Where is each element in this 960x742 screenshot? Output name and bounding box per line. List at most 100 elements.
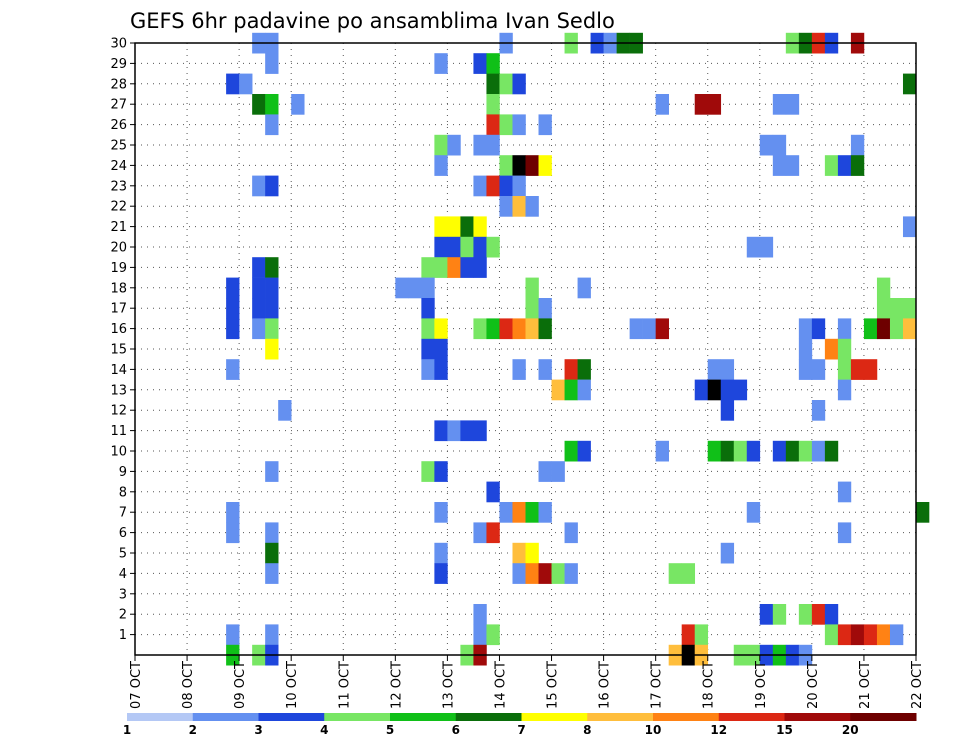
y-tick-label: 16 bbox=[110, 322, 127, 337]
heatmap-cell bbox=[434, 134, 448, 156]
heatmap-cell bbox=[824, 440, 839, 462]
y-tick-label: 29 bbox=[110, 57, 127, 72]
heatmap-cell bbox=[486, 481, 500, 503]
heatmap-cell bbox=[434, 461, 448, 482]
heatmap-cell bbox=[707, 440, 722, 462]
heatmap-cell bbox=[798, 359, 813, 380]
heatmap-cell bbox=[252, 318, 266, 340]
y-tick-label: 6 bbox=[119, 526, 127, 541]
heatmap-cell bbox=[265, 563, 279, 584]
heatmap-cell bbox=[785, 155, 800, 176]
colorbar-label: 10 bbox=[645, 723, 662, 737]
y-tick-label: 9 bbox=[119, 465, 127, 480]
y-tick-label: 4 bbox=[119, 567, 127, 582]
heatmap-cell bbox=[538, 502, 552, 523]
heatmap-cell bbox=[486, 134, 500, 156]
heatmap-cell bbox=[564, 440, 578, 462]
heatmap-cell bbox=[876, 624, 891, 646]
heatmap-cell bbox=[889, 624, 904, 646]
x-tick-label: 18 OCT bbox=[702, 661, 717, 709]
heatmap-cell bbox=[486, 236, 500, 258]
colorbar-label: 2 bbox=[189, 723, 197, 737]
heatmap-cell bbox=[512, 155, 526, 176]
heatmap-cell bbox=[538, 563, 552, 584]
heatmap-cell bbox=[798, 338, 813, 360]
heatmap-cell bbox=[811, 318, 826, 340]
heatmap-cell bbox=[434, 318, 448, 340]
heatmap-cell bbox=[538, 114, 552, 136]
heatmap-cell bbox=[278, 400, 292, 421]
heatmap-cell bbox=[564, 522, 578, 544]
heatmap-cell bbox=[876, 298, 891, 319]
heatmap-cell bbox=[252, 94, 266, 115]
heatmap-cell bbox=[447, 236, 461, 258]
heatmap-cell bbox=[395, 277, 409, 299]
heatmap-cell bbox=[668, 563, 682, 584]
heatmap-cell bbox=[473, 53, 487, 74]
heatmap-cell bbox=[733, 440, 748, 462]
heatmap-cell bbox=[525, 277, 539, 299]
heatmap-cell bbox=[265, 94, 279, 115]
colorbar-swatch bbox=[784, 713, 851, 721]
x-tick-label: 17 OCT bbox=[650, 661, 665, 709]
y-tick-label: 3 bbox=[119, 587, 127, 602]
heatmap-cell bbox=[720, 400, 735, 421]
heatmap-cell bbox=[421, 257, 435, 278]
heatmap-cell bbox=[551, 461, 565, 482]
heatmap-cell bbox=[421, 338, 435, 360]
heatmap-cell bbox=[850, 155, 865, 176]
heatmap-cell bbox=[577, 440, 591, 462]
heatmap-cell bbox=[226, 73, 240, 95]
y-tick-label: 11 bbox=[110, 424, 127, 439]
y-tick-label: 12 bbox=[110, 404, 127, 419]
heatmap-cell bbox=[512, 73, 526, 95]
colorbar-swatch bbox=[653, 713, 720, 721]
heatmap-cell bbox=[837, 359, 852, 380]
colorbar-swatch bbox=[587, 713, 654, 721]
colorbar-label: 8 bbox=[583, 723, 591, 737]
heatmap-cell bbox=[785, 440, 800, 462]
heatmap-cell bbox=[499, 155, 513, 176]
heatmap-cells bbox=[226, 32, 930, 666]
heatmap-cell bbox=[837, 624, 852, 646]
heatmap-cell bbox=[720, 359, 735, 380]
x-tick-label: 19 OCT bbox=[754, 661, 769, 709]
heatmap-cell bbox=[486, 318, 500, 340]
heatmap-cell bbox=[512, 318, 526, 340]
heatmap-cell bbox=[226, 277, 240, 299]
heatmap-cell bbox=[473, 257, 487, 278]
heatmap-cell bbox=[265, 175, 279, 197]
heatmap-cell bbox=[876, 318, 891, 340]
heatmap-cell bbox=[447, 216, 461, 238]
y-tick-label: 15 bbox=[110, 343, 127, 358]
heatmap-cell bbox=[512, 502, 526, 523]
heatmap-cell bbox=[460, 257, 474, 278]
heatmap-cell bbox=[447, 134, 461, 156]
x-tick-label: 22 OCT bbox=[910, 661, 925, 709]
y-axis: 1234567891011121314151617181920212223242… bbox=[110, 37, 135, 643]
heatmap-cell bbox=[421, 277, 435, 299]
heatmap-cell bbox=[252, 277, 266, 299]
x-tick-label: 15 OCT bbox=[546, 661, 561, 709]
heatmap-cell bbox=[772, 134, 787, 156]
heatmap-cell bbox=[252, 175, 266, 197]
heatmap-cell bbox=[811, 440, 826, 462]
heatmap-cell bbox=[486, 114, 500, 136]
heatmap-cell bbox=[421, 298, 435, 319]
heatmap-cell bbox=[772, 604, 787, 625]
heatmap-cell bbox=[837, 155, 852, 176]
y-tick-label: 21 bbox=[110, 220, 127, 235]
heatmap-cell bbox=[837, 379, 852, 401]
y-tick-label: 5 bbox=[119, 547, 127, 562]
heatmap-cell bbox=[499, 114, 513, 136]
heatmap-cell bbox=[512, 542, 526, 564]
heatmap-cell bbox=[434, 502, 448, 523]
y-tick-label: 14 bbox=[110, 363, 127, 378]
heatmap-cell bbox=[538, 298, 552, 319]
y-tick-label: 30 bbox=[110, 37, 127, 52]
y-tick-label: 22 bbox=[110, 200, 127, 215]
heatmap-cell bbox=[226, 359, 240, 380]
y-tick-label: 19 bbox=[110, 261, 127, 276]
heatmap-cell bbox=[746, 236, 761, 258]
heatmap-cell bbox=[473, 236, 487, 258]
